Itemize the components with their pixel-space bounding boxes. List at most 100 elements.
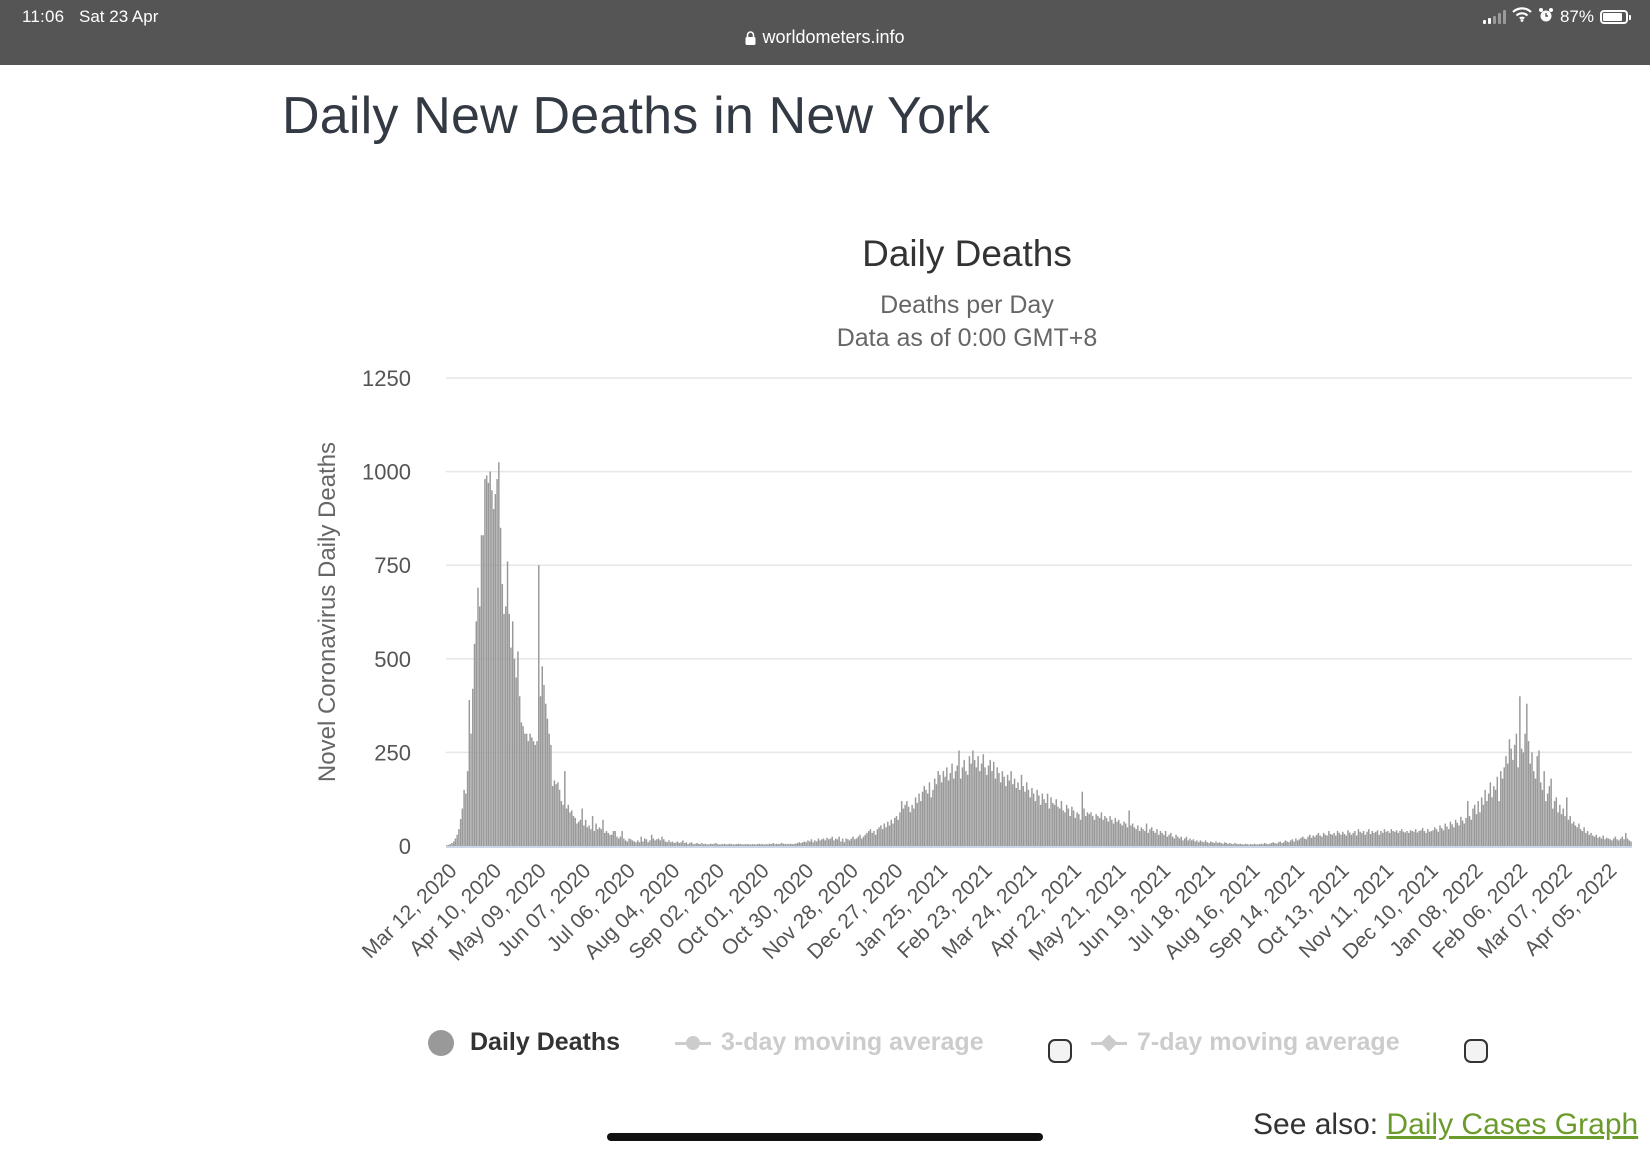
bar xyxy=(1590,832,1592,846)
bar xyxy=(637,840,639,846)
bar xyxy=(454,838,457,846)
bar xyxy=(1616,839,1618,846)
bar xyxy=(654,840,656,846)
bar xyxy=(887,821,889,846)
bar xyxy=(1607,838,1610,846)
bar xyxy=(1375,831,1377,846)
y-tick-label: 250 xyxy=(374,740,411,765)
checkbox-7day[interactable] xyxy=(1464,1039,1488,1063)
bar xyxy=(1312,835,1314,846)
bar xyxy=(942,771,945,846)
bar xyxy=(1112,823,1115,846)
bar xyxy=(973,759,976,846)
bar xyxy=(890,819,893,846)
bar xyxy=(1225,843,1228,846)
bar xyxy=(1454,819,1457,846)
bar xyxy=(1034,801,1037,846)
bar xyxy=(538,565,540,846)
bar xyxy=(1562,808,1565,846)
bar xyxy=(666,842,669,846)
legend-3day-average[interactable]: 3-day moving average xyxy=(675,1028,984,1057)
bar xyxy=(1071,806,1073,846)
bar xyxy=(982,754,985,846)
bar xyxy=(1357,829,1360,846)
bar xyxy=(605,831,608,846)
bar xyxy=(1213,843,1215,846)
bar xyxy=(819,840,821,846)
bar xyxy=(855,838,858,846)
bar xyxy=(588,825,590,846)
bar xyxy=(1447,829,1450,846)
bar xyxy=(784,844,787,846)
bar xyxy=(1517,767,1519,846)
bar xyxy=(1027,789,1030,846)
bar xyxy=(701,843,703,846)
bar xyxy=(826,837,828,846)
checkbox-3day[interactable] xyxy=(1048,1039,1072,1063)
bar xyxy=(624,840,627,846)
bar xyxy=(546,718,549,846)
bar xyxy=(1210,841,1212,846)
alarm-icon xyxy=(1538,7,1554,28)
bar xyxy=(492,509,495,846)
legend-daily-deaths[interactable]: Daily Deaths xyxy=(428,1028,620,1057)
bar xyxy=(1574,825,1577,846)
bar xyxy=(1600,838,1603,846)
bar xyxy=(914,797,917,846)
home-indicator[interactable] xyxy=(607,1133,1043,1141)
daily-cases-graph-link[interactable]: Daily Cases Graph xyxy=(1386,1108,1639,1141)
bar xyxy=(1109,816,1111,846)
bar xyxy=(782,843,785,846)
bar xyxy=(958,750,960,846)
bar xyxy=(1333,832,1335,846)
bar xyxy=(1093,819,1096,846)
bar xyxy=(583,825,585,846)
bar xyxy=(621,831,623,846)
bar xyxy=(1118,819,1120,846)
bar xyxy=(1230,843,1233,846)
bar xyxy=(1244,843,1247,846)
bar xyxy=(1057,806,1059,846)
bar xyxy=(1189,838,1191,846)
bar xyxy=(1001,771,1004,846)
bar xyxy=(1480,797,1483,846)
bar xyxy=(1147,832,1150,846)
bar xyxy=(1187,840,1189,846)
bar xyxy=(1513,744,1516,846)
bar xyxy=(1208,843,1210,846)
bar xyxy=(1170,832,1172,846)
bar xyxy=(791,844,794,846)
bar xyxy=(1498,801,1500,846)
address-bar[interactable]: worldometers.info xyxy=(0,27,1650,50)
bar xyxy=(1612,838,1615,846)
bar xyxy=(491,490,493,846)
bar xyxy=(1031,787,1033,846)
bar xyxy=(770,844,773,846)
bar xyxy=(814,840,816,846)
bar xyxy=(933,778,936,846)
bar xyxy=(1451,824,1453,846)
bar xyxy=(645,839,648,846)
bar xyxy=(607,832,609,846)
bar xyxy=(808,841,811,846)
bar xyxy=(1232,844,1235,846)
bar xyxy=(527,741,530,846)
bar xyxy=(767,844,769,846)
bar xyxy=(918,793,920,846)
bar xyxy=(921,791,924,846)
bar xyxy=(900,801,903,846)
bar xyxy=(831,836,833,846)
bar xyxy=(907,806,910,846)
bar xyxy=(576,823,578,846)
bar xyxy=(461,808,464,846)
bar xyxy=(1116,821,1118,846)
bar xyxy=(1576,827,1578,846)
legend-7day-average[interactable]: 7-day moving average xyxy=(1091,1028,1400,1057)
bar xyxy=(1017,782,1019,846)
bar xyxy=(597,829,599,846)
status-bar: 11:06 Sat 23 Apr worldometers.info 87% xyxy=(0,0,1650,65)
bar xyxy=(522,726,524,846)
bar xyxy=(966,774,969,846)
bar xyxy=(1164,831,1167,846)
bar xyxy=(932,789,934,846)
